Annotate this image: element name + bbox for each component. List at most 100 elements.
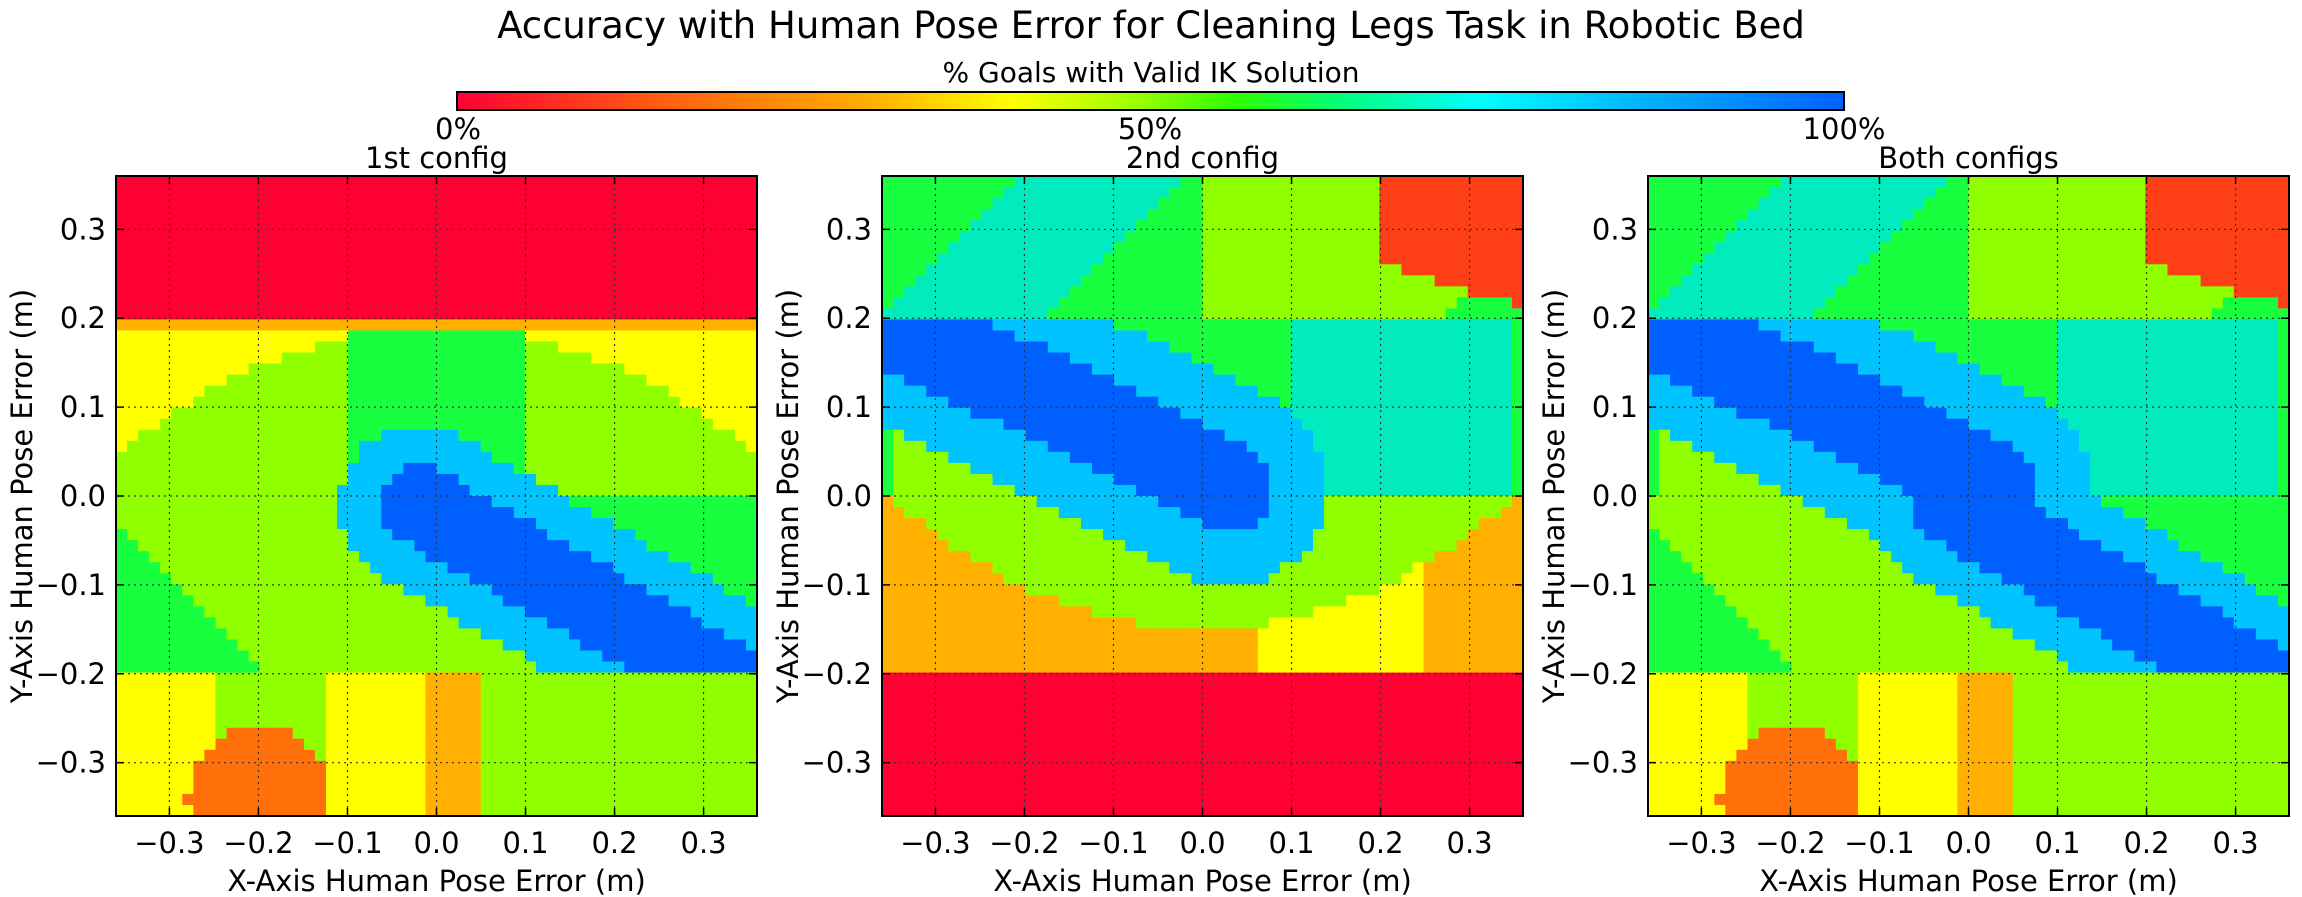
heatmap-cell [204, 484, 217, 497]
heatmap-cell [458, 760, 471, 773]
heatmap-cell [149, 187, 161, 199]
heatmap-cell [414, 473, 427, 486]
heatmap-cell [893, 242, 905, 254]
heatmap-cell [882, 694, 894, 707]
heatmap-cell [937, 782, 949, 795]
heatmap-cell [1158, 738, 1170, 751]
heatmap-cell [524, 286, 537, 298]
heatmap-cell [314, 694, 327, 707]
heatmap-cell [303, 683, 316, 696]
heatmap-cell [992, 418, 1005, 431]
heatmap-cell [547, 330, 559, 343]
heatmap-cell [591, 484, 603, 497]
heatmap-cell [558, 418, 570, 431]
heatmap-cell [569, 374, 581, 387]
heatmap-cell [392, 385, 404, 398]
heatmap-cell [1136, 716, 1148, 729]
heatmap-cell [959, 209, 972, 221]
heatmap-cell [668, 793, 681, 806]
heatmap-cell [502, 220, 515, 232]
heatmap-cell [524, 760, 537, 773]
heatmap-cell [237, 727, 250, 740]
heatmap-cell [915, 661, 927, 674]
heatmap-cell [359, 606, 371, 618]
heatmap-cell [1003, 286, 1016, 298]
heatmap-cell [1136, 617, 1148, 630]
heatmap-cell [348, 518, 360, 530]
heatmap-cell [160, 727, 172, 740]
heatmap-cell [1025, 396, 1038, 409]
heatmap-cell [970, 418, 983, 431]
heatmap-cell [646, 804, 659, 817]
heatmap-cell [580, 264, 592, 276]
heatmap-cell [513, 198, 526, 210]
heatmap-cell [1014, 793, 1027, 806]
heatmap-cell [948, 518, 960, 530]
heatmap-cell [1158, 793, 1170, 806]
heatmap-cell [259, 220, 272, 232]
heatmap-cell [1069, 396, 1082, 409]
heatmap-cell [981, 672, 994, 685]
heatmap-cell [204, 650, 217, 663]
heatmap-cell [1147, 341, 1159, 354]
heatmap-cell [1047, 595, 1060, 607]
heatmap-cell [193, 231, 206, 243]
heatmap-cell [904, 584, 916, 596]
heatmap-cell [981, 407, 994, 420]
heatmap-cell [1025, 595, 1038, 607]
heatmap-cell [992, 573, 1005, 585]
heatmap-cell [513, 529, 526, 541]
heatmap-cell [882, 484, 894, 497]
heatmap-cell [535, 396, 548, 409]
heatmap-cell [171, 308, 183, 321]
heatmap-cell [569, 330, 581, 343]
heatmap-cell [992, 187, 1005, 199]
heatmap-cell [657, 242, 670, 254]
heatmap-cell [1047, 727, 1060, 740]
heatmap-cell [314, 286, 327, 298]
heatmap-cell [458, 429, 471, 442]
heatmap-cell [679, 374, 692, 387]
heatmap-cell [513, 308, 526, 321]
heatmap-cell [127, 418, 139, 431]
heatmap-cell [1069, 330, 1082, 343]
heatmap-cell [414, 793, 427, 806]
heatmap-cell [348, 330, 360, 343]
heatmap-cell [981, 760, 994, 773]
heatmap-cell [535, 253, 548, 265]
heatmap-cell [403, 562, 415, 574]
heatmap-cell [1125, 518, 1137, 530]
heatmap-cell [348, 804, 360, 817]
heatmap-cell [381, 440, 393, 453]
heatmap-cell [171, 484, 183, 497]
heatmap-cell [1047, 451, 1060, 464]
heatmap-cell [447, 683, 460, 696]
heatmap-cell [926, 672, 938, 685]
heatmap-cell [926, 573, 938, 585]
heatmap-cell [171, 319, 183, 332]
heatmap-cell [904, 220, 916, 232]
heatmap-cell [403, 264, 415, 276]
heatmap-cell [491, 628, 504, 641]
heatmap-cell [569, 771, 581, 784]
heatmap-cell [469, 760, 482, 773]
heatmap-cell [303, 462, 316, 475]
heatmap-cell [491, 727, 504, 740]
heatmap-cell [613, 573, 625, 585]
heatmap-cell [337, 176, 349, 188]
heatmap-cell [624, 705, 637, 718]
heatmap-cell [646, 771, 659, 784]
heatmap-cell [981, 804, 994, 817]
heatmap-cell [745, 738, 758, 751]
heatmap-cell [1158, 363, 1170, 376]
heatmap-cell [613, 253, 625, 265]
heatmap-cell [215, 242, 228, 254]
heatmap-cell [1158, 584, 1170, 596]
heatmap-cell [613, 286, 625, 298]
heatmap-cell [624, 473, 637, 486]
heatmap-cell [657, 727, 670, 740]
heatmap-cell [1058, 198, 1071, 210]
heatmap-cell [270, 694, 283, 707]
heatmap-cell [723, 804, 736, 817]
heatmap-cell [937, 407, 949, 420]
